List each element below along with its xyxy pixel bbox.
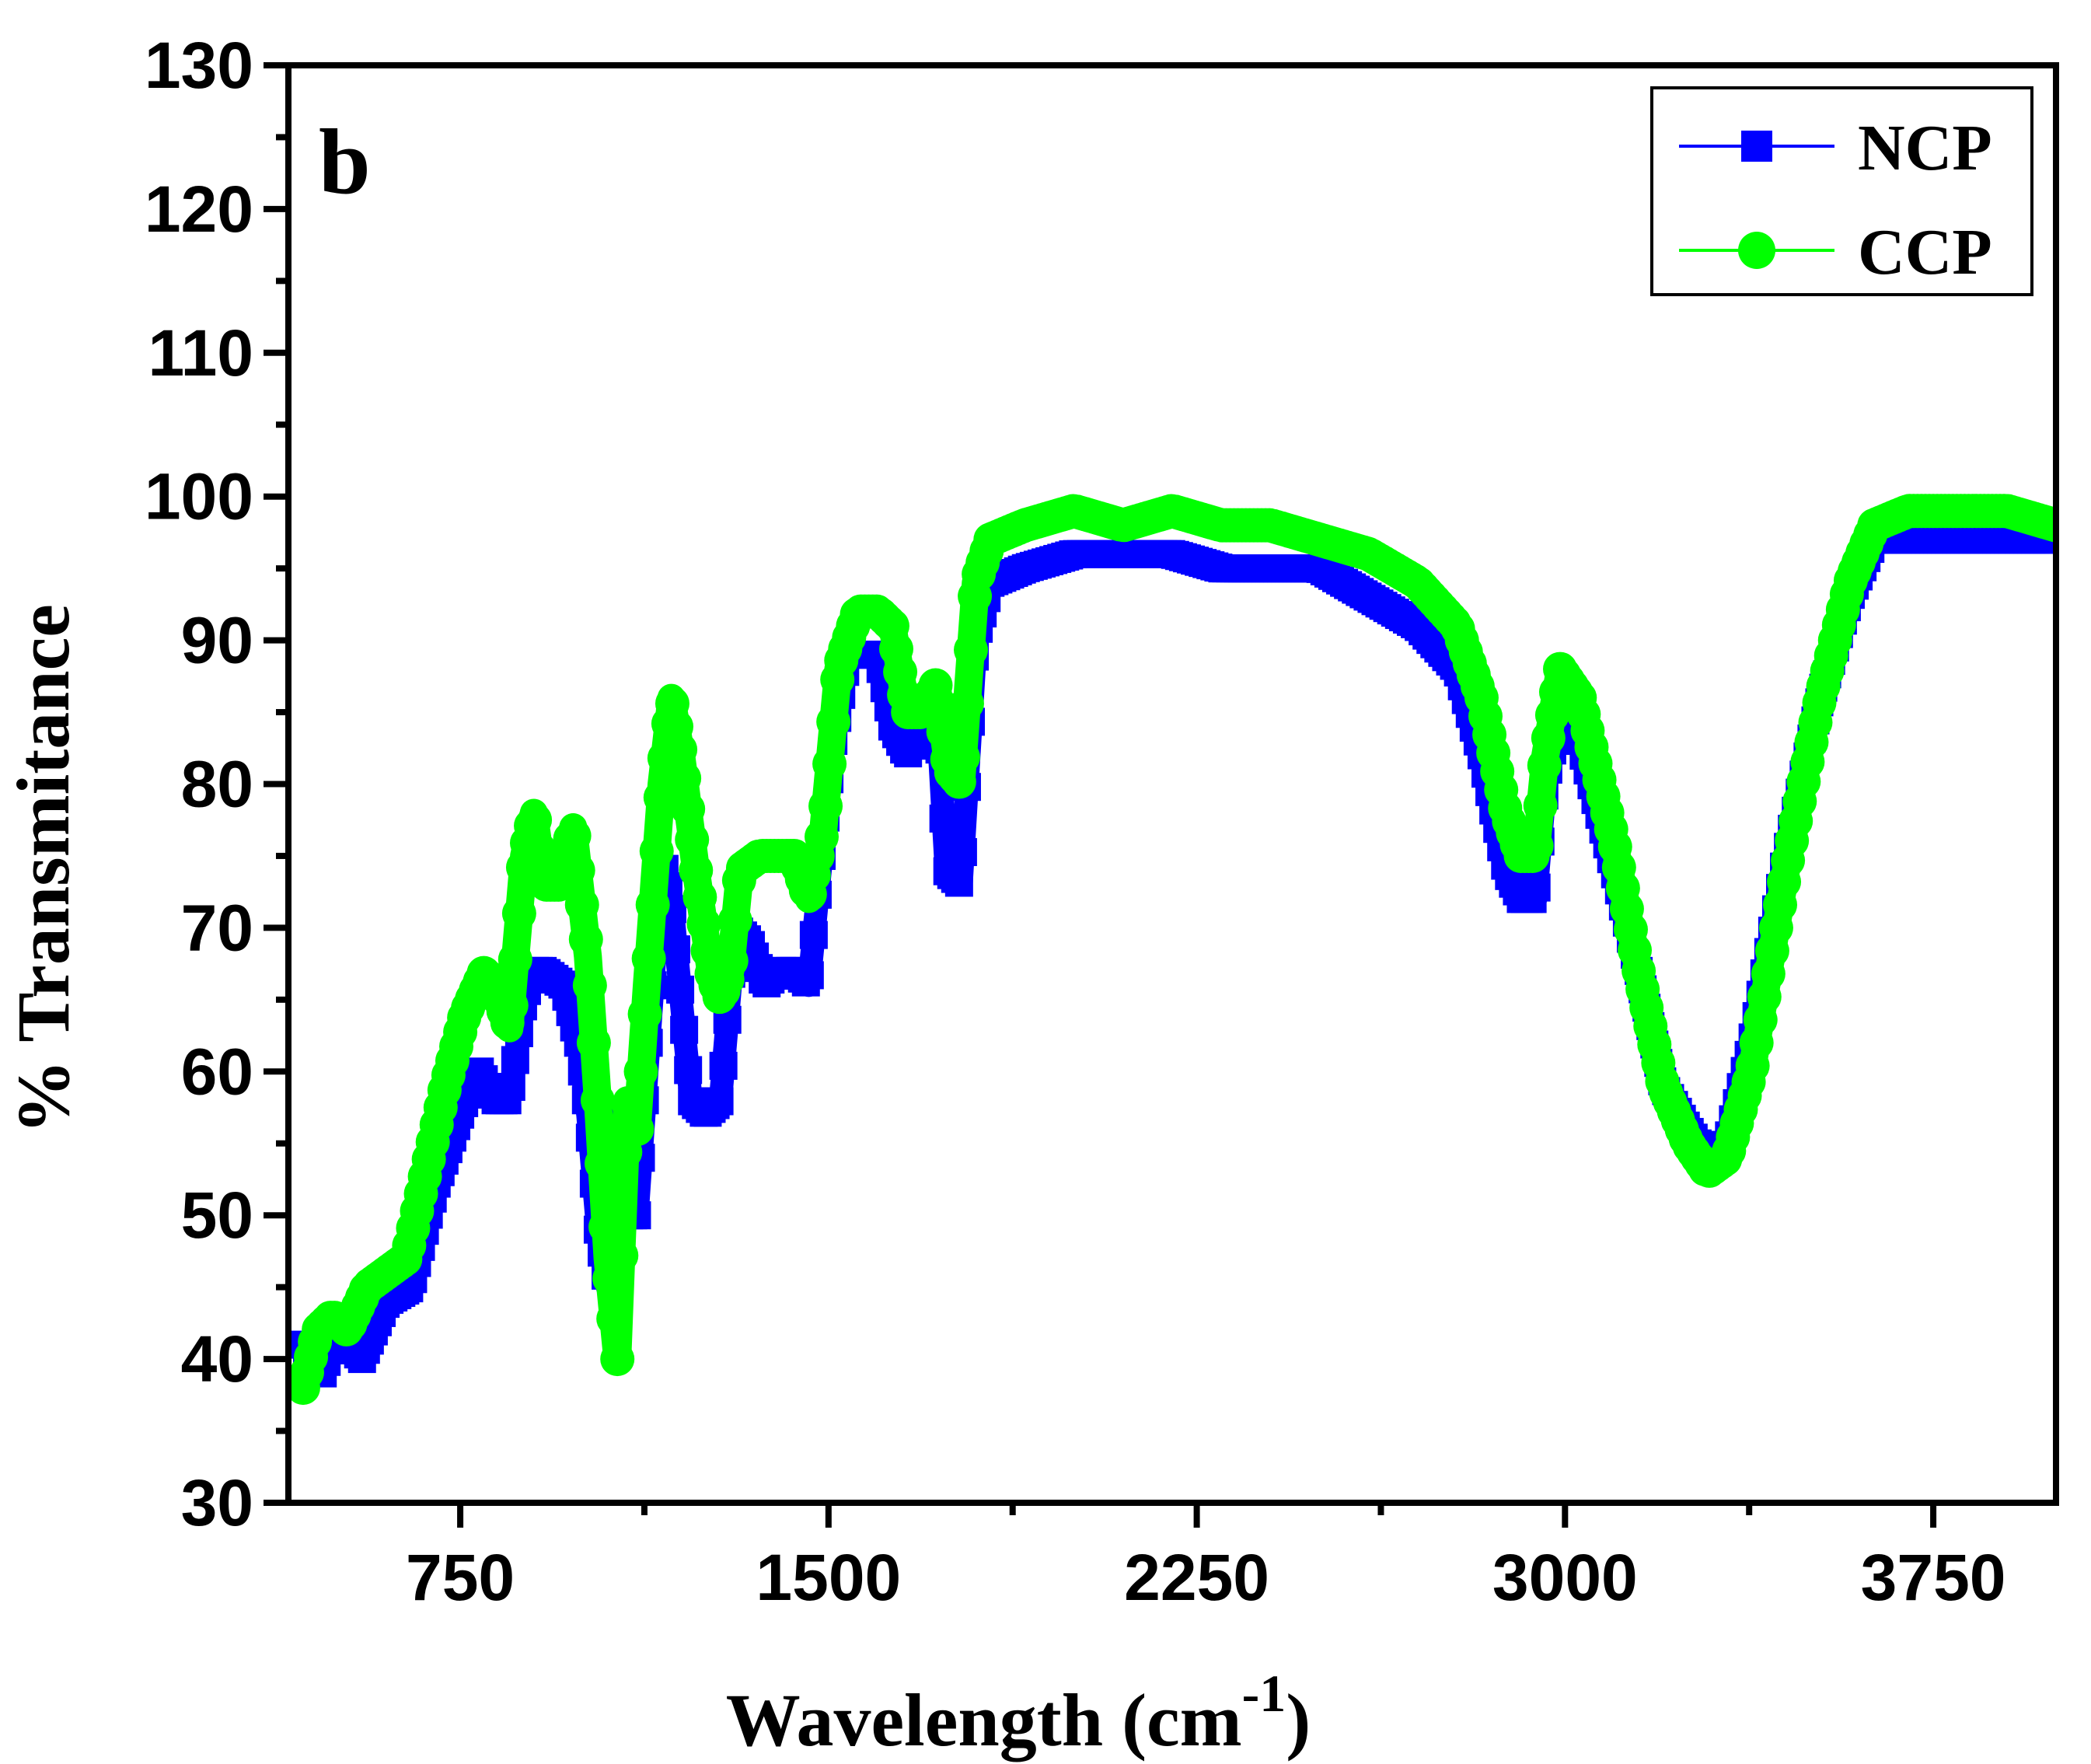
y-tick-label: 50 [181, 1179, 253, 1252]
data-point-ccp [623, 1054, 658, 1089]
data-point-ccp [686, 906, 721, 941]
legend-ccp-label: CCP [1858, 216, 1992, 288]
y-tick-label: 90 [181, 604, 253, 677]
data-point-ccp [596, 1301, 631, 1336]
y-tick-label: 70 [181, 891, 253, 964]
x-axis-title: Wavelength (cm-1) [726, 1664, 1311, 1762]
y-tick-label: 100 [145, 460, 253, 533]
data-point-ccp [667, 761, 702, 796]
data-point-ccp [922, 686, 957, 721]
data-point-ncp [497, 1073, 525, 1102]
y-tick-label: 130 [145, 29, 253, 102]
data-point-ccp [2037, 508, 2056, 543]
data-point-ccp [501, 896, 536, 931]
data-point-ccp [631, 941, 666, 976]
data-point-ccp [604, 1238, 639, 1273]
data-point-ccp [1519, 829, 1554, 864]
data-point-ncp [1522, 873, 1551, 902]
data-point-ccp [620, 1112, 655, 1147]
data-point-ccp [568, 922, 603, 957]
data-point-ncp [929, 804, 958, 833]
y-tick-label: 110 [148, 316, 253, 389]
data-point-ccp [635, 887, 670, 922]
data-point-ncp [709, 1051, 738, 1080]
legend-ccp-marker [1738, 232, 1775, 269]
data-point-ccp [522, 831, 557, 866]
x-tick-label: 3000 [1492, 1541, 1638, 1614]
data-point-ncp [795, 961, 824, 990]
data-point-ccp [816, 704, 851, 739]
y-tick-label: 120 [145, 173, 253, 246]
data-point-ncp [948, 838, 977, 867]
data-point-ccp [600, 1342, 635, 1377]
data-point-ncp [705, 1087, 734, 1116]
y-tick-label: 40 [181, 1322, 253, 1395]
data-point-ccp [518, 802, 553, 837]
legend-ncp-marker [1741, 131, 1772, 162]
x-tick-label: 1500 [756, 1541, 901, 1614]
y-axis: 30 40 50 60 70 80 90 100 110 120 130 [145, 29, 288, 1539]
data-point-ccp [627, 997, 662, 1032]
x-tick-label: 2250 [1124, 1541, 1269, 1614]
data-point-ccp [954, 632, 989, 667]
data-point-ccp [588, 1209, 623, 1244]
x-axis-title-main: Wavelength (cm [726, 1678, 1242, 1762]
data-point-ccp [557, 819, 592, 854]
y-tick-label: 30 [181, 1466, 253, 1539]
data-point-ccp [679, 853, 714, 888]
data-point-ncp [944, 868, 973, 897]
data-point-ccp [564, 887, 599, 922]
data-point-ccp [497, 942, 532, 977]
data-point-ccp [663, 732, 698, 767]
data-point-ccp [682, 879, 717, 914]
legend: NCP CCP [1650, 86, 2033, 296]
data-point-ccp [1527, 748, 1562, 783]
data-point-ccp [675, 822, 710, 857]
data-point-ccp [1523, 788, 1558, 823]
data-point-ccp [714, 943, 749, 978]
x-tick-label: 3750 [1861, 1541, 2006, 1614]
data-point-ccp [639, 833, 674, 868]
legend-box [1650, 86, 2033, 296]
panel-label: b [319, 110, 371, 213]
data-point-ccp [671, 791, 706, 826]
data-point-ccp [808, 788, 843, 823]
legend-ncp-label: NCP [1858, 112, 1992, 184]
data-point-ncp [501, 1046, 529, 1074]
y-tick-label: 80 [181, 748, 253, 821]
data-point-ccp [643, 780, 678, 815]
data-point-ncp [674, 1056, 703, 1085]
data-point-ncp [799, 920, 828, 949]
x-axis-title-suffix: ) [1286, 1678, 1311, 1762]
data-point-ccp [717, 903, 752, 938]
series-ccp [288, 494, 2056, 1406]
data-point-ccp [926, 714, 961, 749]
data-point-ccp [572, 968, 607, 1003]
x-axis: 750 1500 2250 3000 3750 [406, 1503, 2006, 1614]
x-tick-label: 750 [406, 1541, 515, 1614]
data-point-ccp [949, 686, 984, 721]
data-point-ncp [666, 975, 695, 1004]
data-point-ccp [560, 853, 595, 888]
data-point-ncp [662, 935, 691, 964]
data-point-ccp [494, 988, 529, 1023]
data-point-ccp [580, 1083, 615, 1118]
y-axis-title: % Transmitance [2, 604, 85, 1134]
data-point-ccp [804, 819, 839, 854]
data-point-ncp [670, 1015, 699, 1044]
series-layer [288, 494, 2056, 1406]
data-point-ccp [945, 739, 980, 774]
data-point-ccp [812, 746, 847, 781]
x-axis-title-superscript: -1 [1242, 1664, 1286, 1723]
data-point-ccp [576, 1025, 611, 1060]
y-tick-label: 60 [181, 1035, 253, 1108]
